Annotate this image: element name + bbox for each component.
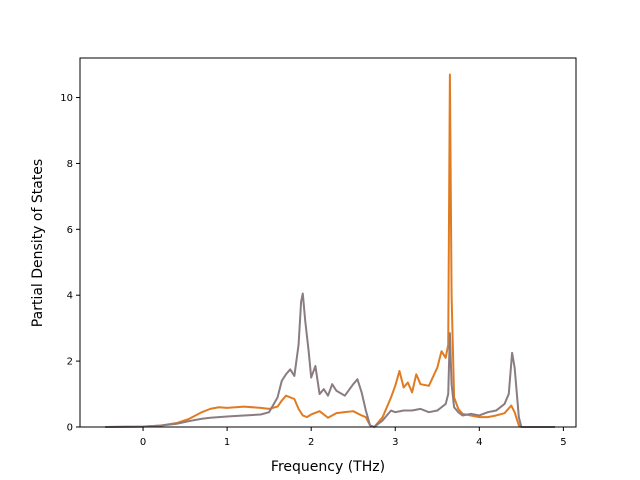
x-tick-label: 1: [224, 437, 230, 448]
y-tick-label: 2: [67, 357, 73, 368]
plot-frame: [79, 57, 577, 428]
x-tick-label: 2: [308, 437, 314, 448]
x-tick-label: 0: [140, 437, 146, 448]
y-tick-label: 0: [67, 423, 73, 434]
series-layer: [105, 73, 555, 428]
y-tick-label: 4: [67, 291, 73, 302]
series-line-2: [105, 292, 555, 428]
y-axis-label: Partial Density of States: [30, 159, 46, 327]
plot-area: [80, 58, 576, 427]
x-axis-ticks: 0 1 2 3 4 5: [140, 427, 567, 448]
y-tick-label: 8: [67, 159, 73, 170]
y-axis-ticks: 0 2 4 6 8 10: [60, 93, 80, 434]
x-axis-label: Frequency (THz): [271, 459, 385, 475]
y-tick-label: 6: [67, 225, 73, 236]
y-tick-label: 10: [60, 93, 73, 104]
x-tick-label: 3: [392, 437, 398, 448]
x-tick-label: 4: [476, 437, 482, 448]
x-tick-label: 5: [560, 437, 566, 448]
